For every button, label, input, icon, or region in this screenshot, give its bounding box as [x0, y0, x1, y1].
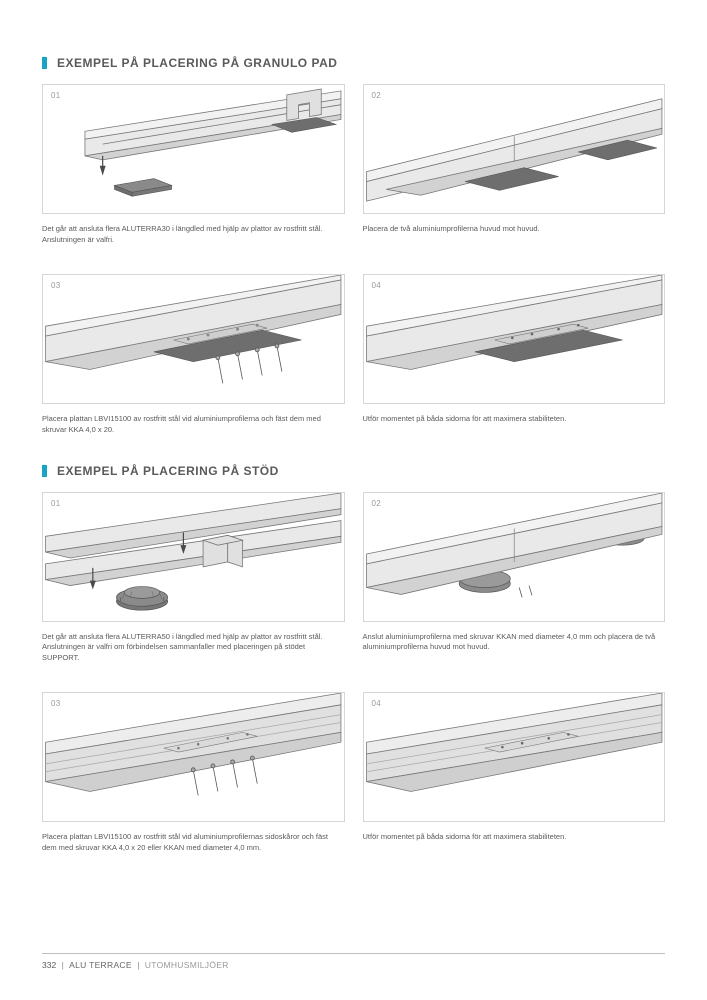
panel-s2-04-caption: Utför momentet på båda sidorna för att m…: [363, 832, 666, 843]
panel-s2-02-illustration: [364, 493, 665, 621]
panel-01-illustration: [43, 85, 344, 213]
panel-03: 03: [42, 274, 345, 404]
section-1-row-1: 01: [42, 84, 665, 246]
section-2-title: EXEMPEL PÅ PLACERING PÅ STÖD: [57, 464, 279, 478]
section-2-row-2: 03: [42, 692, 665, 854]
panel-03-container: 03: [42, 274, 345, 436]
panel-s2-03-caption: Placera plattan LBVI15100 av rostfritt s…: [42, 832, 345, 854]
panel-s2-03-container: 03: [42, 692, 345, 854]
panel-02-illustration: [364, 85, 665, 213]
panel-s2-03: 03: [42, 692, 345, 822]
panel-01-container: 01: [42, 84, 345, 246]
section-1-title: EXEMPEL PÅ PLACERING PÅ GRANULO PAD: [57, 56, 337, 70]
header-accent-marker: [42, 57, 47, 69]
panel-04-caption: Utför momentet på båda sidorna för att m…: [363, 414, 666, 425]
panel-03-illustration: [43, 275, 344, 403]
panel-s2-01-caption: Det går att ansluta flera ALUTERRA50 i l…: [42, 632, 345, 665]
section-1-header: EXEMPEL PÅ PLACERING PÅ GRANULO PAD: [42, 56, 665, 70]
panel-01-caption: Det går att ansluta flera ALUTERRA30 i l…: [42, 224, 345, 246]
panel-02-caption: Placera de två aluminiumprofilerna huvud…: [363, 224, 666, 235]
panel-s2-01: 01: [42, 492, 345, 622]
panel-s2-04: 04: [363, 692, 666, 822]
panel-04-container: 04 Utför momentet på båda sidorna för at…: [363, 274, 666, 436]
panel-s2-04-illustration: [364, 693, 665, 821]
panel-04-illustration: [364, 275, 665, 403]
page-number: 332: [42, 960, 56, 970]
panel-s2-03-illustration: [43, 693, 344, 821]
panel-s2-01-illustration: [43, 493, 344, 621]
panel-s2-02: 02: [363, 492, 666, 622]
section-2-header: EXEMPEL PÅ PLACERING PÅ STÖD: [42, 464, 665, 478]
page-footer: 332 | ALU TERRACE | UTOMHUSMILJÖER: [42, 953, 665, 970]
separator-2: |: [137, 960, 139, 970]
separator-1: |: [62, 960, 64, 970]
section-1-row-2: 03: [42, 274, 665, 436]
section-2-row-1: 01: [42, 492, 665, 665]
header-accent-marker-2: [42, 465, 47, 477]
panel-04: 04: [363, 274, 666, 404]
panel-s2-02-container: 02 Ans: [363, 492, 666, 665]
panel-03-caption: Placera plattan LBVI15100 av rostfritt s…: [42, 414, 345, 436]
panel-s2-01-container: 01: [42, 492, 345, 665]
footer-brand: ALU TERRACE: [69, 960, 132, 970]
panel-01: 01: [42, 84, 345, 214]
panel-s2-02-caption: Anslut aluminiumprofilerna med skruvar K…: [363, 632, 666, 654]
footer-context: UTOMHUSMILJÖER: [145, 960, 229, 970]
panel-02: 02: [363, 84, 666, 214]
panel-s2-04-container: 04 Utför momentet på båda sidorna för at…: [363, 692, 666, 854]
panel-02-container: 02 Placera de två aluminiumprofilerna hu…: [363, 84, 666, 246]
